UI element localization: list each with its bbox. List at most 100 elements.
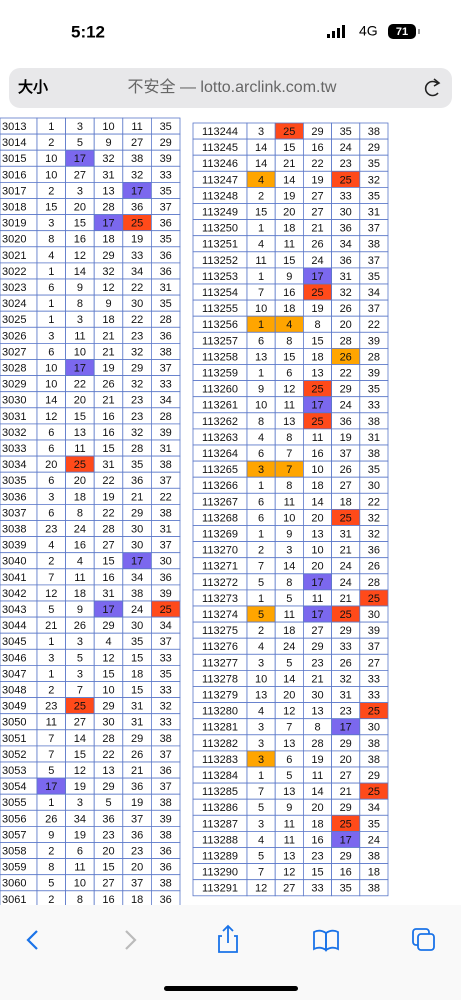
url-bar[interactable]	[9, 68, 452, 108]
number: 5	[77, 137, 83, 149]
number: 38	[160, 346, 172, 358]
number: 37	[368, 641, 380, 653]
number: 31	[102, 588, 114, 600]
number: 21	[131, 491, 143, 503]
number: 1	[48, 121, 54, 133]
number: 20	[131, 862, 143, 874]
number: 13	[283, 738, 295, 750]
draw-id: 113249	[202, 206, 238, 218]
number: 17	[340, 834, 352, 846]
number: 30	[340, 206, 352, 218]
number: 6	[77, 845, 83, 857]
number: 35	[160, 668, 172, 680]
number: 15	[74, 218, 86, 230]
number: 25	[311, 384, 323, 396]
number: 20	[102, 845, 114, 857]
number: 37	[131, 813, 143, 825]
number: 24	[74, 523, 86, 535]
number: 23	[131, 330, 143, 342]
number: 4	[258, 834, 264, 846]
number: 15	[283, 142, 295, 154]
number: 29	[340, 850, 352, 862]
number: 38	[368, 883, 380, 895]
number: 3	[48, 218, 54, 230]
draw-id: 113286	[202, 802, 238, 814]
number: 12	[283, 384, 295, 396]
number: 31	[340, 271, 352, 283]
number: 13	[283, 850, 295, 862]
number: 39	[160, 153, 172, 165]
number: 22	[340, 367, 352, 379]
number: 36	[131, 781, 143, 793]
number: 1	[258, 271, 264, 283]
number: 11	[312, 593, 323, 605]
back-button[interactable]	[26, 930, 38, 950]
forward-button[interactable]	[125, 930, 137, 950]
draw-id: 3057	[2, 829, 26, 841]
number: 1	[258, 528, 264, 540]
number: 29	[131, 507, 143, 519]
number: 18	[311, 351, 323, 363]
number: 1	[258, 319, 264, 331]
number: 13	[283, 786, 295, 798]
share-button[interactable]	[218, 924, 238, 953]
number: 35	[368, 158, 380, 170]
bookmarks-button[interactable]	[313, 929, 339, 952]
number: 6	[258, 335, 264, 347]
draw-id: 113279	[202, 689, 238, 701]
number: 9	[286, 528, 292, 540]
number: 12	[283, 706, 295, 718]
number: 27	[340, 480, 352, 492]
text-size-button[interactable]: 大小	[18, 78, 48, 96]
draw-id: 113261	[202, 400, 238, 412]
number: 19	[74, 829, 86, 841]
number: 24	[340, 142, 352, 154]
number: 11	[131, 121, 142, 133]
number: 3	[258, 738, 264, 750]
number: 25	[340, 512, 352, 524]
battery	[388, 24, 416, 39]
number: 12	[45, 411, 57, 423]
number: 15	[74, 411, 86, 423]
number: 33	[311, 883, 323, 895]
number: 5	[286, 770, 292, 782]
number: 9	[105, 298, 111, 310]
number: 35	[160, 121, 172, 133]
number: 26	[311, 239, 323, 251]
number: 11	[284, 818, 295, 830]
draw-id: 113254	[202, 287, 238, 299]
address[interactable]: 不安全 — lotto.arclink.com.tw	[128, 78, 337, 96]
draw-id: 3032	[2, 427, 26, 439]
number: 16	[102, 411, 114, 423]
number: 15	[45, 201, 57, 213]
number: 25	[340, 818, 352, 830]
number: 31	[131, 701, 143, 713]
number: 31	[368, 432, 380, 444]
number: 29	[160, 137, 172, 149]
number: 5	[258, 577, 264, 589]
number: 30	[131, 298, 143, 310]
number: 36	[160, 572, 172, 584]
number: 3	[48, 652, 54, 664]
number: 6	[48, 282, 54, 294]
reload-button[interactable]	[424, 78, 441, 97]
draw-id: 3040	[2, 556, 26, 568]
tabs-button[interactable]	[412, 928, 435, 951]
draw-id: 3059	[2, 862, 26, 874]
number: 2	[48, 894, 54, 906]
draw-id: 113262	[202, 416, 238, 428]
number: 2	[258, 625, 264, 637]
number: 30	[131, 523, 143, 535]
number: 32	[131, 427, 143, 439]
number: 10	[45, 362, 57, 374]
number: 26	[368, 561, 380, 573]
number: 18	[311, 480, 323, 492]
draw-id: 113255	[202, 303, 238, 315]
number: 6	[258, 512, 264, 524]
number: 13	[255, 689, 267, 701]
number: 37	[160, 636, 172, 648]
number: 21	[102, 330, 114, 342]
number: 26	[74, 620, 86, 632]
draw-id: 113276	[202, 641, 238, 653]
